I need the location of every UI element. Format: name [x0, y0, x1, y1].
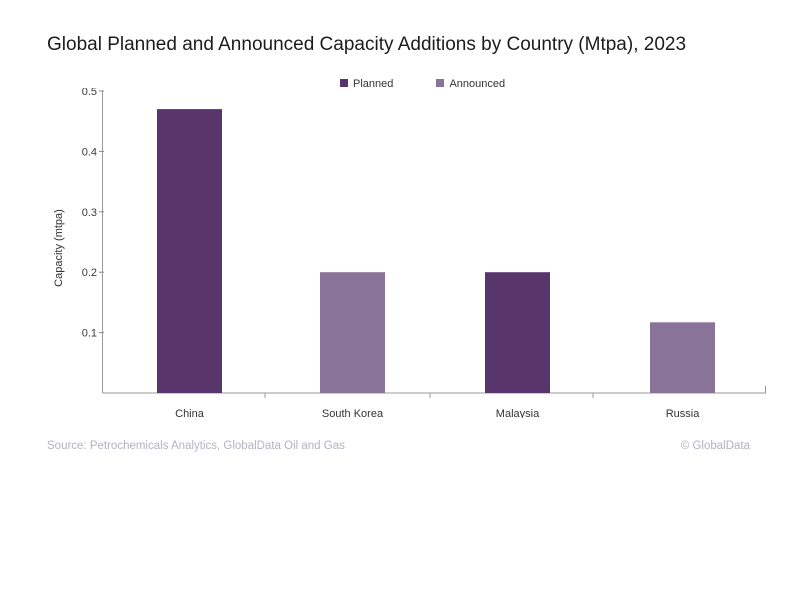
svg-text:Capacity (mtpa): Capacity (mtpa) [53, 209, 65, 287]
svg-text:0.1: 0.1 [82, 328, 97, 340]
svg-text:China: China [175, 408, 205, 418]
svg-text:0.2: 0.2 [82, 267, 97, 279]
svg-text:Russia: Russia [666, 408, 701, 418]
svg-text:0.5: 0.5 [82, 88, 97, 98]
svg-text:Malaysia: Malaysia [496, 408, 540, 418]
svg-text:0.3: 0.3 [82, 207, 97, 219]
svg-text:0.4: 0.4 [82, 146, 97, 158]
svg-text:South Korea: South Korea [322, 408, 384, 418]
